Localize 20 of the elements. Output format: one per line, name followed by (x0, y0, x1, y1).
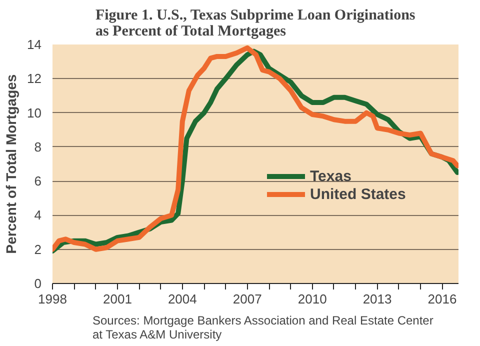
x-tick-label: 1998 (38, 292, 67, 306)
x-tick-label: 2007 (232, 292, 262, 306)
chart-title: Figure 1. U.S., Texas Subprime Loan Originations as Percent of Total Mortgages (95, 8, 416, 40)
x-tick-label: 2010 (298, 292, 327, 306)
x-tick-label: 2016 (428, 292, 457, 306)
legend-label: Texas (310, 167, 352, 185)
x-tick-label: 2001 (103, 292, 132, 306)
y-tick-label: 0 (34, 276, 42, 291)
y-tick-label: 14 (27, 37, 42, 52)
source-note: Sources: Mortgage Bankers Association and Real Estate Center at Texas A&M University (92, 314, 434, 342)
y-tick-label: 4 (34, 208, 42, 223)
y-tick-label: 2 (34, 242, 42, 257)
x-tick-label: 2004 (168, 292, 197, 306)
x-tick-label: 2013 (362, 292, 392, 306)
y-axis-title: Percent of Total Mortgages (3, 74, 20, 254)
y-tick-label: 10 (27, 105, 42, 120)
y-tick-label: 8 (34, 139, 42, 154)
legend-label: United States (310, 185, 406, 203)
y-tick-label: 6 (34, 174, 42, 189)
y-tick-label: 12 (27, 71, 42, 86)
